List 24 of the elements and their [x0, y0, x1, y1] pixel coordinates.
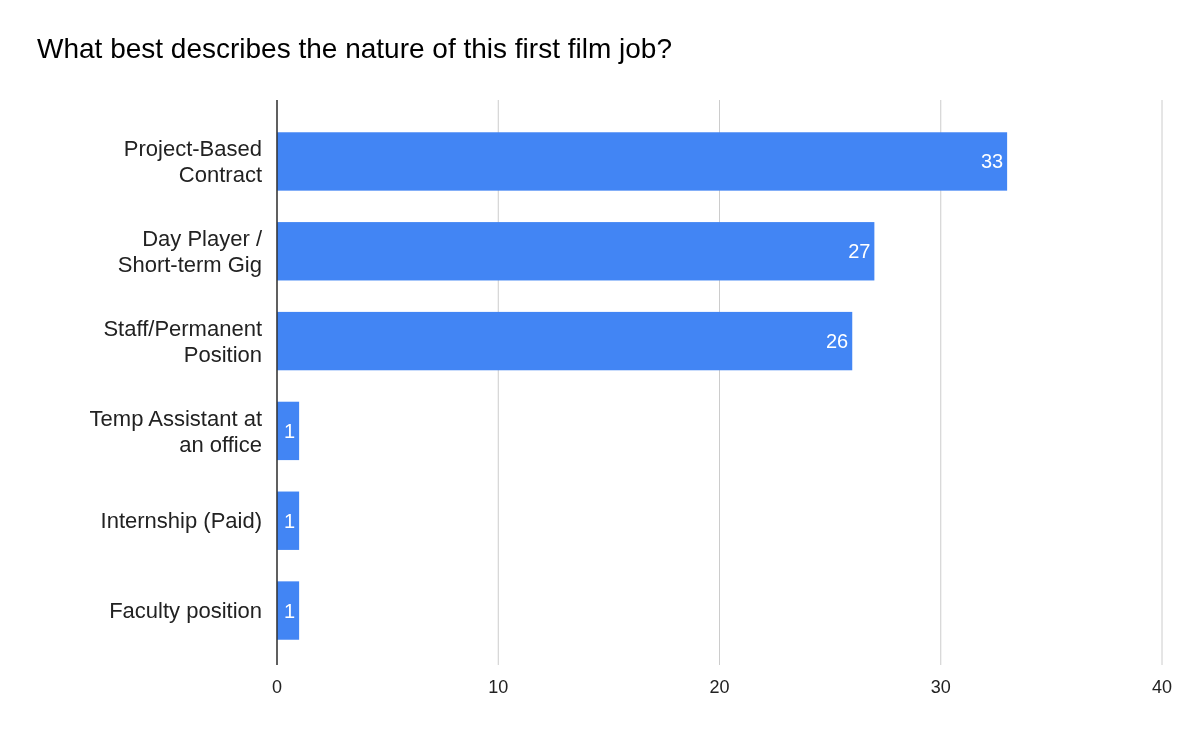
bar: [277, 491, 300, 550]
data-label: 27: [848, 240, 871, 263]
y-tick-label: Project-Based Contract: [123, 136, 262, 188]
bar: [277, 222, 875, 281]
x-tick-label: 10: [488, 677, 509, 697]
bar: [277, 581, 300, 640]
data-label: 1: [284, 509, 296, 532]
x-tick-label: 20: [709, 677, 730, 697]
chart-title: What best describes the nature of this first film job?: [37, 33, 672, 64]
y-tick-label: Day Player / Short-term Gig: [117, 225, 263, 277]
x-tick-label: 40: [1151, 677, 1173, 697]
bar: [277, 132, 1008, 191]
bar: [277, 401, 300, 461]
x-tick-label: 30: [930, 677, 951, 697]
y-tick-label: Temp Assistant at an office: [89, 405, 262, 457]
data-label: 1: [284, 599, 296, 622]
data-label: 1: [284, 419, 296, 442]
data-label: 26: [826, 330, 849, 353]
y-tick-label: Staff/Permanent Position: [103, 315, 262, 367]
data-label: 33: [980, 150, 1004, 173]
x-tick-label: 0: [271, 677, 283, 697]
bar: [277, 311, 853, 371]
y-tick-label: Faculty position: [109, 598, 262, 624]
y-tick-label: Internship (Paid): [100, 508, 262, 534]
